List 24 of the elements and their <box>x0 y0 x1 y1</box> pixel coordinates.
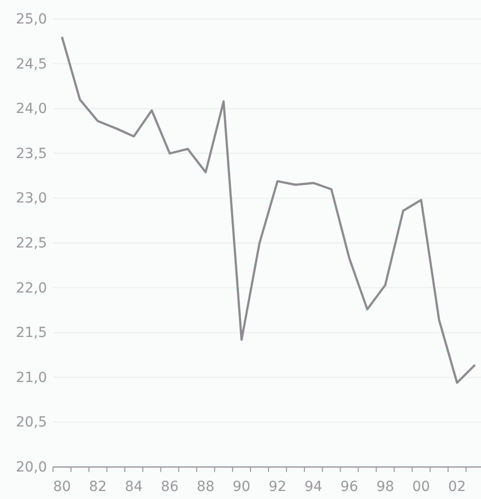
x-tick-label: 86 <box>160 479 179 495</box>
y-tick-label: 20,0 <box>16 459 47 476</box>
x-tick-label: 94 <box>304 479 322 495</box>
y-tick-label: 25,0 <box>16 11 47 28</box>
y-tick-label: 22,0 <box>16 280 47 296</box>
x-tick-label: 82 <box>88 479 107 495</box>
y-tick-label: 20,5 <box>16 414 47 431</box>
x-tick-label: 00 <box>412 479 430 495</box>
line-series <box>60 36 476 384</box>
x-tick-label: 80 <box>53 479 71 495</box>
y-tick-label: 24,0 <box>16 101 47 118</box>
y-tick-label: 22,5 <box>16 235 47 252</box>
x-tick-label: 98 <box>376 479 394 495</box>
y-tick-label: 23,0 <box>16 190 47 207</box>
x-tick-label: 92 <box>268 479 286 495</box>
y-tick-label: 21,5 <box>16 325 47 342</box>
x-tick-label: 90 <box>232 479 250 495</box>
x-tick-label: 88 <box>196 479 215 495</box>
y-tick-label: 24,5 <box>16 56 47 72</box>
x-tick-label: 02 <box>448 479 466 495</box>
y-tick-label: 21,0 <box>16 370 47 386</box>
x-tick-label: 84 <box>124 479 143 495</box>
y-tick-label: 23,5 <box>16 146 47 162</box>
x-tick-label: 96 <box>340 479 358 495</box>
